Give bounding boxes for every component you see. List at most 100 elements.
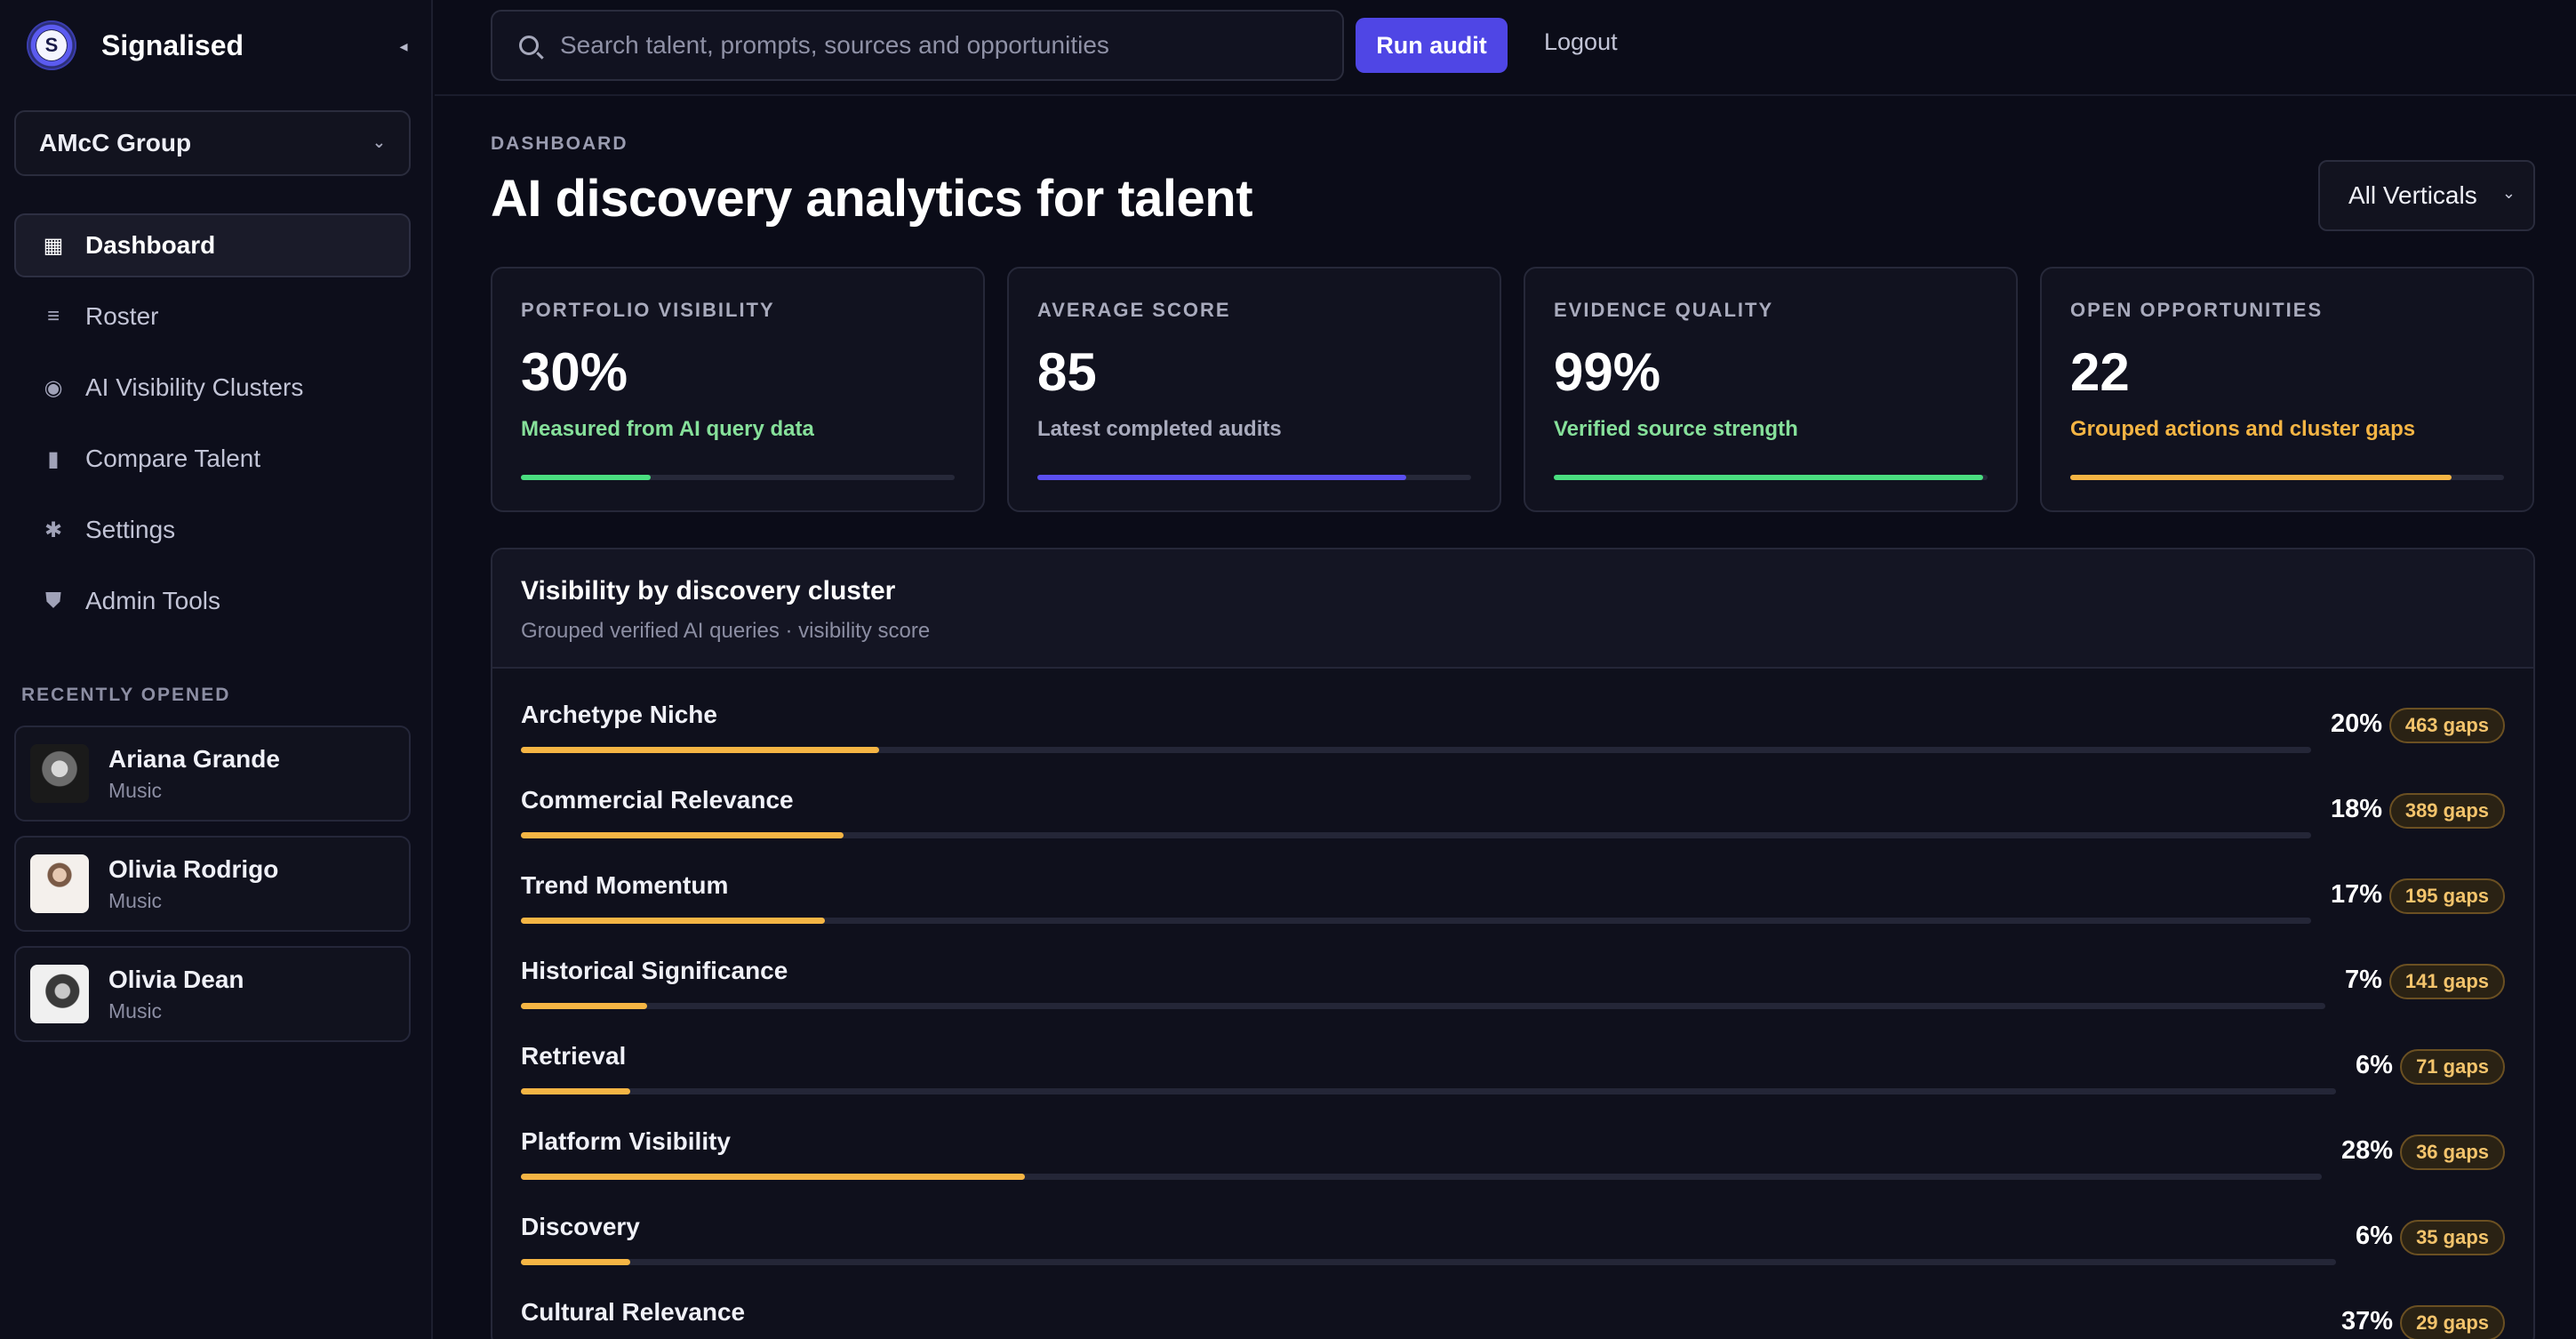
cluster-panel: Visibility by discovery cluster Grouped … bbox=[491, 548, 2535, 1339]
cluster-row[interactable]: Retrieval 6% 71 gaps bbox=[492, 1010, 2533, 1095]
avatar bbox=[30, 965, 89, 1023]
cluster-progress-fill bbox=[521, 747, 879, 753]
vertical-select-value: All Verticals bbox=[2348, 181, 2477, 209]
sidebar-item-admin-tools[interactable]: ⛊ Admin Tools bbox=[14, 569, 411, 633]
cluster-name: Discovery bbox=[521, 1213, 640, 1240]
kpi-value: 30% bbox=[521, 342, 628, 402]
recent-item-name: Olivia Dean bbox=[108, 965, 244, 993]
cluster-row[interactable]: Archetype Niche 20% 463 gaps bbox=[492, 669, 2533, 754]
cluster-row[interactable]: Trend Momentum 17% 195 gaps bbox=[492, 839, 2533, 925]
vertical-select[interactable]: All Verticals ⌄ bbox=[2318, 160, 2535, 231]
cluster-percent: 7% bbox=[2345, 966, 2382, 994]
kpi-card-evidence-quality: EVIDENCE QUALITY 99% Verified source str… bbox=[1524, 267, 2018, 512]
kpi-card-average-score: AVERAGE SCORE 85 Latest completed audits bbox=[1007, 267, 1501, 512]
sidebar: S Signalised ◂ AMcC Group ⌄ ▦ Dashboard … bbox=[0, 0, 433, 1339]
sidebar-item-label: Settings bbox=[85, 516, 176, 543]
cluster-progress-fill bbox=[521, 1088, 630, 1094]
gaps-badge: 141 gaps bbox=[2388, 964, 2505, 999]
avatar bbox=[30, 854, 89, 913]
sidebar-item-ai-visibility-clusters[interactable]: ◉ AI Visibility Clusters bbox=[14, 356, 411, 420]
recent-item-name: Olivia Rodrigo bbox=[108, 854, 279, 883]
cluster-progress-fill bbox=[521, 1174, 1026, 1180]
kpi-progress-track bbox=[521, 475, 955, 480]
cluster-row[interactable]: Historical Significance 7% 141 gaps bbox=[492, 925, 2533, 1010]
cluster-name: Historical Significance bbox=[521, 957, 788, 984]
kpi-note: Latest completed audits bbox=[1037, 417, 1282, 441]
recent-item-ariana-grande[interactable]: Ariana Grande Music bbox=[14, 726, 411, 822]
kpi-value: 22 bbox=[2070, 342, 2130, 402]
sidebar-item-label: Dashboard bbox=[85, 231, 216, 259]
cluster-panel-subtitle: Grouped verified AI queries · visibility… bbox=[521, 619, 931, 643]
cluster-percent: 28% bbox=[2341, 1136, 2394, 1165]
cluster-percent: 17% bbox=[2331, 880, 2383, 909]
recent-item-olivia-dean[interactable]: Olivia Dean Music bbox=[14, 946, 411, 1042]
kpi-progress-track bbox=[1554, 475, 1988, 480]
cluster-list: Archetype Niche 20% 463 gaps Commercial Rel… bbox=[492, 669, 2533, 1339]
dashboard-icon: ▦ bbox=[43, 233, 64, 258]
sidebar-item-label: Admin Tools bbox=[85, 587, 221, 614]
search-bar[interactable] bbox=[491, 10, 1344, 81]
cluster-percent: 6% bbox=[2356, 1051, 2393, 1079]
org-select[interactable]: AMcC Group ⌄ bbox=[14, 110, 411, 176]
kpi-value: 85 bbox=[1037, 342, 1097, 402]
cluster-percent: 37% bbox=[2341, 1307, 2394, 1335]
kpi-note: Grouped actions and cluster gaps bbox=[2070, 417, 2416, 441]
recent-item-olivia-rodrigo[interactable]: Olivia Rodrigo Music bbox=[14, 836, 411, 932]
sidebar-item-dashboard[interactable]: ▦ Dashboard bbox=[14, 213, 411, 277]
sidebar-item-label: Roster bbox=[85, 302, 159, 330]
kpi-progress-track bbox=[2070, 475, 2504, 480]
sidebar-item-label: Compare Talent bbox=[85, 445, 261, 472]
recent-item-category: Music bbox=[108, 888, 163, 912]
breadcrumb: DASHBOARD bbox=[491, 133, 628, 154]
cluster-percent: 6% bbox=[2356, 1222, 2393, 1250]
run-audit-button[interactable]: Run audit bbox=[1356, 18, 1508, 73]
sidebar-item-label: AI Visibility Clusters bbox=[85, 373, 304, 401]
brand[interactable]: S Signalised ◂ bbox=[27, 20, 408, 71]
cluster-progress-track bbox=[521, 747, 2311, 753]
gaps-badge: 389 gaps bbox=[2388, 793, 2505, 829]
cluster-row[interactable]: Commercial Relevance 18% 389 gaps bbox=[492, 754, 2533, 839]
kpi-progress-fill bbox=[1554, 475, 1984, 480]
sidebar-item-settings[interactable]: ✱ Settings bbox=[14, 498, 411, 562]
cluster-progress-track bbox=[521, 832, 2311, 838]
cluster-name: Platform Visibility bbox=[521, 1127, 731, 1155]
kpi-row: PORTFOLIO VISIBILITY 30% Measured from A… bbox=[491, 267, 2535, 512]
cluster-row[interactable]: Cultural Relevance 37% 29 gaps bbox=[492, 1266, 2533, 1339]
topbar: Run audit Logout bbox=[435, 0, 2576, 96]
collapse-sidebar-icon[interactable]: ◂ bbox=[399, 36, 408, 55]
gaps-badge: 29 gaps bbox=[2400, 1305, 2505, 1339]
recent-title: RECENTLY OPENED bbox=[21, 685, 231, 705]
cluster-progress-fill bbox=[521, 832, 844, 838]
chevron-down-icon: ⌄ bbox=[2501, 184, 2516, 202]
page-title: AI discovery analytics for talent bbox=[491, 170, 1253, 228]
gaps-badge: 36 gaps bbox=[2400, 1135, 2505, 1170]
bar-chart-icon: ▮ bbox=[47, 446, 60, 471]
cluster-progress-fill bbox=[521, 918, 826, 924]
kpi-card-portfolio-visibility: PORTFOLIO VISIBILITY 30% Measured from A… bbox=[491, 267, 985, 512]
cluster-progress-track bbox=[521, 1174, 2322, 1180]
list-icon: ≡ bbox=[46, 304, 60, 328]
logout-link[interactable]: Logout bbox=[1544, 28, 1618, 55]
kpi-note: Measured from AI query data bbox=[521, 417, 814, 441]
org-select-value: AMcC Group bbox=[39, 129, 192, 156]
cluster-name: Retrieval bbox=[521, 1042, 627, 1070]
search-input[interactable] bbox=[560, 31, 1324, 60]
gaps-badge: 35 gaps bbox=[2400, 1220, 2505, 1255]
gear-icon: ✱ bbox=[44, 517, 63, 542]
cluster-progress-track bbox=[521, 1088, 2336, 1094]
cluster-progress-fill bbox=[521, 1259, 630, 1265]
cluster-name: Cultural Relevance bbox=[521, 1298, 746, 1326]
kpi-card-open-opportunities: OPEN OPPORTUNITIES 22 Grouped actions an… bbox=[2040, 267, 2534, 512]
cluster-row[interactable]: Discovery 6% 35 gaps bbox=[492, 1181, 2533, 1266]
cluster-row[interactable]: Platform Visibility 28% 36 gaps bbox=[492, 1095, 2533, 1181]
kpi-label: EVIDENCE QUALITY bbox=[1554, 299, 1774, 321]
sidebar-item-roster[interactable]: ≡ Roster bbox=[14, 285, 411, 349]
gaps-badge: 463 gaps bbox=[2388, 708, 2505, 743]
cluster-name: Trend Momentum bbox=[521, 871, 729, 899]
recent-item-category: Music bbox=[108, 778, 163, 802]
brand-logo: S bbox=[27, 20, 76, 70]
cluster-percent: 20% bbox=[2331, 710, 2383, 738]
kpi-value: 99% bbox=[1554, 342, 1661, 402]
sidebar-item-compare-talent[interactable]: ▮ Compare Talent bbox=[14, 427, 411, 491]
